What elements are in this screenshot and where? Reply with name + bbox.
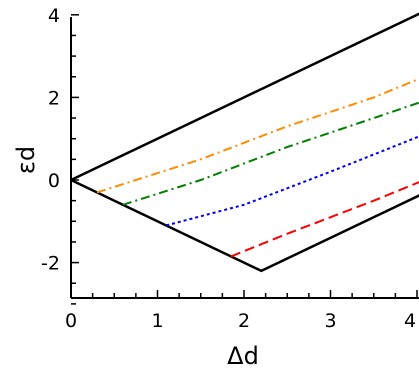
x-tick-label: 4 <box>404 310 416 332</box>
series-line-1 <box>71 178 419 273</box>
series-line-3 <box>122 101 419 206</box>
series-layer <box>71 12 419 273</box>
ticks <box>70 14 418 305</box>
x-axis-label: Δd <box>227 342 259 370</box>
axes <box>70 17 419 299</box>
x-tick-label: 0 <box>65 310 77 332</box>
y-axis-label: εd <box>12 146 40 174</box>
x-tick-label: 2 <box>238 310 250 332</box>
y-tick-label: 0 <box>48 170 60 192</box>
series-line-5 <box>230 181 419 258</box>
x-tick-label: 3 <box>324 310 336 332</box>
series-line-0 <box>71 12 419 182</box>
series-line-4 <box>165 135 419 227</box>
y-tick-label: -2 <box>41 253 60 275</box>
y-tick-label: 2 <box>48 87 60 109</box>
tick-labels: 0 1 2 3 4 -2 0 2 4 <box>41 5 416 332</box>
x-tick-label: 1 <box>151 310 163 332</box>
y-tick-label: 4 <box>48 5 60 27</box>
